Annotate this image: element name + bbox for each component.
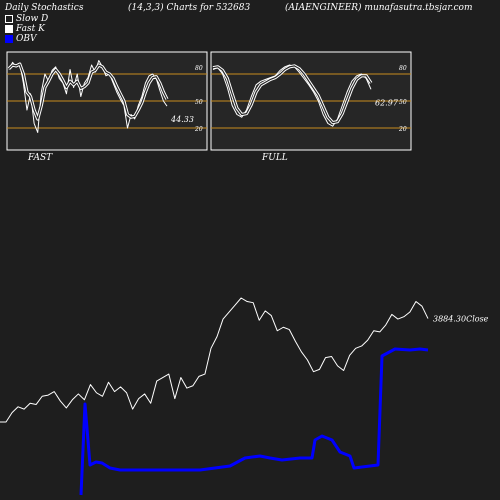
legend-label: Slow D xyxy=(16,14,49,24)
close-line xyxy=(0,297,429,423)
full-level-label: 80 xyxy=(399,65,407,72)
close-last-value-label: 3884.30Close xyxy=(433,315,489,324)
legend-slow-d: Slow D xyxy=(5,14,48,24)
full-slow-d-line xyxy=(212,65,372,124)
full-last-value-label: 62.97 xyxy=(375,98,399,107)
legend-label: Fast K xyxy=(16,24,45,34)
full-level-label: 50 xyxy=(399,99,407,106)
header-right: (AIAENGINEER) munafasutra.tbsjar.com xyxy=(285,3,473,13)
fast-level-label: 80 xyxy=(195,65,203,72)
fast-slow-d-line xyxy=(8,63,168,120)
header-center: (14,3,3) Charts for 532683 xyxy=(128,3,251,13)
legend-swatch-icon xyxy=(5,15,13,23)
fast-level-label: 20 xyxy=(194,126,203,133)
header-left: Daily Stochastics xyxy=(5,3,84,13)
legend-label: OBV xyxy=(16,34,37,44)
obv-line xyxy=(79,347,429,496)
fast-panel-title: FAST xyxy=(28,153,53,163)
full-panel-title: FULL xyxy=(262,153,288,163)
legend-fast-k: Fast K xyxy=(5,24,45,34)
full-level-label: 20 xyxy=(398,126,407,133)
fast-level-label: 50 xyxy=(195,99,203,106)
fast-fast-k-line xyxy=(8,60,168,133)
legend-swatch-icon xyxy=(5,25,13,33)
legend-swatch-icon xyxy=(5,35,13,43)
fast-last-value-label: 44.33 xyxy=(170,115,194,124)
legend-obv: OBV xyxy=(5,34,37,44)
